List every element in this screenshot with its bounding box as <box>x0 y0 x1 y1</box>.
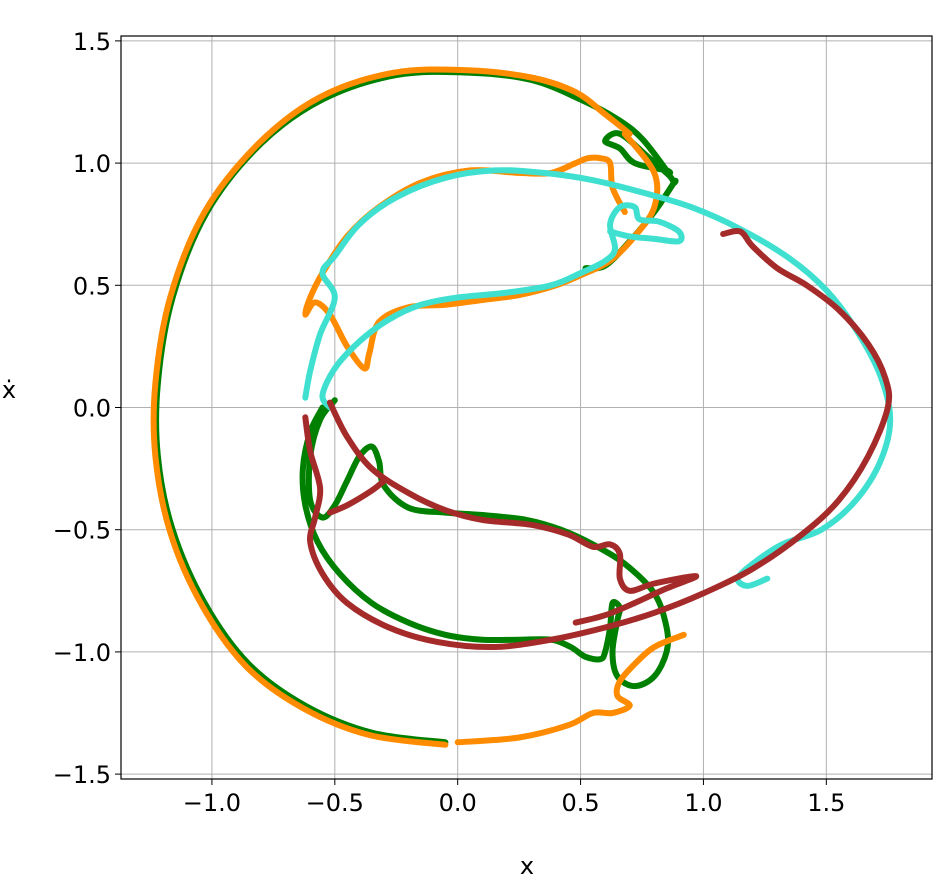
x-tick-label: 0.5 <box>561 789 599 817</box>
trajectory-series-line <box>454 631 687 746</box>
series-layer <box>150 66 894 748</box>
trajectory-series-line <box>326 477 387 516</box>
y-tick-label: −1.0 <box>53 639 111 667</box>
tick-layer: −1.0 −0.5 0.0 0.5 1.0 1.5 −1.5 −1.0 −0.5 0.0 0.5 1.… <box>53 28 846 817</box>
trajectory-series-line <box>319 202 685 411</box>
trajectory-series-line <box>299 397 672 690</box>
y-tick-label: 0.0 <box>73 395 111 423</box>
trajectory-series-line <box>150 66 633 748</box>
y-tick-label: −0.5 <box>53 517 111 545</box>
y-tick-label: 1.0 <box>73 150 111 178</box>
x-tick-label: 0.0 <box>439 789 477 817</box>
x-tick-label: 1.5 <box>807 789 845 817</box>
y-axis-label: ẋ <box>2 376 16 404</box>
trajectory-series-line <box>326 399 700 626</box>
y-tick-label: −1.5 <box>53 761 111 789</box>
x-tick-label: −1.0 <box>183 789 241 817</box>
grid-layer <box>121 36 932 779</box>
trajectory-series-line <box>302 167 894 589</box>
y-tick-label: 0.5 <box>73 272 111 300</box>
y-tick-label: 1.5 <box>73 28 111 56</box>
trajectory-series-line <box>153 68 679 746</box>
x-axis-label: x <box>520 852 534 875</box>
x-tick-label: 1.0 <box>684 789 722 817</box>
x-tick-label: −0.5 <box>306 789 364 817</box>
trajectory-series-line <box>302 227 893 651</box>
